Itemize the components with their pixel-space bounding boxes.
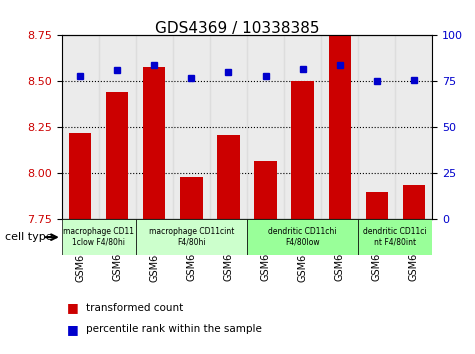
Text: ■: ■ (66, 302, 78, 314)
Bar (395, 35, 432, 219)
Bar (180, 177, 202, 219)
Bar (136, 35, 173, 219)
Bar (358, 35, 395, 219)
Bar (366, 192, 388, 219)
Text: macrophage CD11
1clow F4/80hi: macrophage CD11 1clow F4/80hi (63, 228, 134, 247)
FancyBboxPatch shape (358, 219, 432, 255)
Bar (403, 184, 425, 219)
FancyBboxPatch shape (62, 219, 136, 255)
Text: cell type: cell type (5, 232, 52, 242)
Text: percentile rank within the sample: percentile rank within the sample (86, 324, 261, 334)
Bar (321, 35, 358, 219)
Bar (69, 133, 91, 219)
Text: dendritic CD11chi
F4/80low: dendritic CD11chi F4/80low (268, 228, 337, 247)
Bar (284, 35, 321, 219)
Bar (210, 35, 247, 219)
FancyBboxPatch shape (136, 219, 247, 255)
Bar (173, 35, 210, 219)
Bar (292, 81, 314, 219)
Bar (106, 92, 128, 219)
Bar (62, 35, 99, 219)
Text: dendritic CD11ci
nt F4/80int: dendritic CD11ci nt F4/80int (363, 228, 427, 247)
Bar (99, 35, 136, 219)
Text: transformed count: transformed count (86, 303, 183, 313)
Text: ■: ■ (66, 323, 78, 336)
Bar (329, 35, 351, 219)
Bar (218, 135, 239, 219)
Text: GDS4369 / 10338385: GDS4369 / 10338385 (155, 21, 320, 36)
Text: macrophage CD11cint
F4/80hi: macrophage CD11cint F4/80hi (149, 228, 234, 247)
Bar (255, 161, 276, 219)
Bar (247, 35, 284, 219)
FancyBboxPatch shape (247, 219, 358, 255)
Bar (143, 67, 165, 219)
